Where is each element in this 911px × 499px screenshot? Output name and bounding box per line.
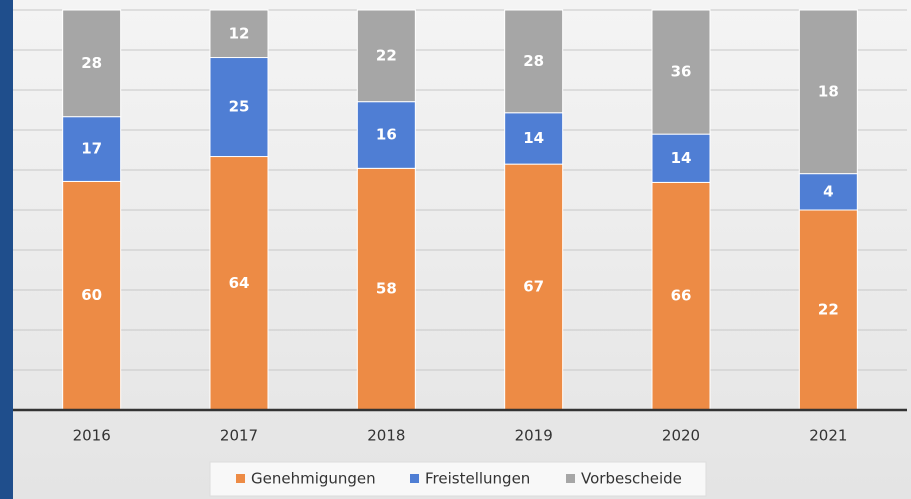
- side-border: [0, 0, 13, 499]
- bar-segment: [62, 180, 122, 411]
- data-label: 64: [229, 274, 250, 292]
- bar-segment: [356, 167, 416, 411]
- data-label: 36: [671, 63, 692, 81]
- data-label: 14: [671, 149, 692, 167]
- bar-segment: [504, 9, 564, 114]
- bar-segment: [209, 57, 269, 158]
- legend-swatch: [410, 474, 419, 483]
- bar-segment: [356, 101, 416, 169]
- data-label: 17: [81, 140, 102, 158]
- data-label: 12: [229, 24, 250, 42]
- legend-swatch: [566, 474, 575, 483]
- bar-segment: [62, 116, 122, 182]
- bar-segment: [651, 9, 711, 135]
- legend-label: Freistellungen: [425, 470, 530, 488]
- x-tick-label: 2020: [662, 427, 700, 445]
- bar-segment: [356, 9, 416, 103]
- x-tick-label: 2019: [515, 427, 553, 445]
- data-label: 22: [376, 46, 397, 64]
- x-tick-label: 2016: [73, 427, 111, 445]
- legend-label: Vorbescheide: [581, 470, 682, 488]
- bar-segment: [504, 112, 564, 165]
- data-label: 4: [823, 182, 833, 200]
- data-label: 22: [818, 301, 839, 319]
- legend-box: [209, 461, 707, 497]
- x-tick-label: 2021: [809, 427, 847, 445]
- data-label: 14: [523, 129, 544, 147]
- bar-segment: [62, 9, 122, 118]
- bar-segment: [209, 9, 269, 59]
- legend-swatch: [236, 474, 245, 483]
- data-label: 66: [671, 287, 692, 305]
- data-label: 28: [523, 52, 544, 70]
- bar-segment: [651, 133, 711, 183]
- bar-segment: [798, 9, 858, 175]
- bar-segment: [504, 163, 564, 411]
- bar-segment: [798, 173, 858, 211]
- data-label: 18: [818, 82, 839, 100]
- data-label: 28: [81, 54, 102, 72]
- bar-segment: [209, 156, 269, 411]
- x-tick-label: 2018: [367, 427, 405, 445]
- data-label: 60: [81, 286, 102, 304]
- data-label: 16: [376, 126, 397, 144]
- data-label: 58: [376, 280, 397, 298]
- x-tick-label: 2017: [220, 427, 258, 445]
- data-label: 25: [229, 98, 250, 116]
- legend-label: Genehmigungen: [251, 470, 376, 488]
- data-label: 67: [523, 278, 544, 296]
